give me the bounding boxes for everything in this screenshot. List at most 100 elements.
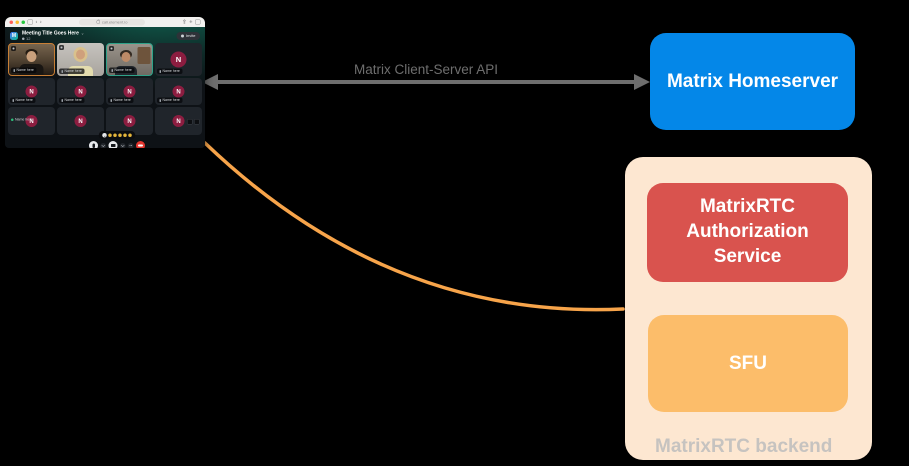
mic-icon (92, 143, 95, 148)
forward-icon[interactable]: › (39, 18, 42, 25)
participant-name-badge: Name here (59, 97, 85, 103)
mic-icon (110, 98, 112, 102)
mic-icon (159, 98, 161, 102)
call-app-window: ‹ › call.element.io ⇪ + M Meet (5, 17, 205, 148)
participant-tile[interactable]: N (155, 107, 202, 135)
meeting-title: Meeting Title Goes Here (22, 30, 79, 37)
participant-count: 12 (22, 36, 84, 42)
homeserver-box[interactable]: Matrix Homeserver (650, 33, 855, 130)
reaction-emoji-icon[interactable] (113, 133, 117, 137)
mic-icon (12, 98, 14, 102)
reaction-emoji-icon[interactable] (128, 133, 132, 137)
avatar: N (123, 115, 136, 127)
participant-tile[interactable]: N Name here (57, 78, 104, 105)
mic-icon (159, 69, 161, 73)
video-tile[interactable]: Name here (57, 43, 104, 76)
smiley-icon[interactable] (102, 133, 107, 138)
participant-tile[interactable]: N Name here (106, 78, 153, 105)
speaking-indicator: Name here (11, 118, 32, 122)
person-icon (22, 37, 25, 40)
reaction-emoji-icon[interactable] (123, 133, 127, 137)
participant-name-badge: Name here (108, 97, 134, 103)
avatar: N (25, 85, 38, 98)
participant-tile[interactable]: N Name here (155, 43, 202, 76)
sfu-box[interactable]: SFU (648, 315, 848, 412)
video-grid: Name here Name here Name here N Name here N Na… (8, 43, 202, 135)
invite-icon (180, 34, 184, 38)
share-icon[interactable]: ⇪ (182, 18, 187, 25)
pin-icon[interactable] (59, 45, 64, 50)
more-options-button[interactable] (128, 142, 134, 148)
participant-tile[interactable]: N Name here (8, 107, 55, 135)
avatar: N (74, 115, 87, 127)
reaction-emoji-icon[interactable] (118, 133, 122, 137)
address-bar[interactable]: call.element.io (78, 18, 145, 26)
traffic-light-maximize[interactable] (21, 20, 25, 24)
tabs-icon[interactable] (195, 19, 201, 25)
lock-icon (96, 19, 100, 24)
dots-icon (129, 145, 133, 146)
chevron-down-icon[interactable]: ⌄ (80, 31, 85, 36)
participant-count-value: 12 (26, 36, 31, 42)
volume-icon[interactable] (187, 119, 193, 125)
expand-icon[interactable] (194, 119, 200, 125)
participant-name-badge: Name here (11, 67, 37, 73)
participant-tile[interactable]: N (57, 107, 104, 135)
arrow-head-right (634, 74, 650, 90)
call-controls (89, 141, 145, 148)
mic-button[interactable] (89, 141, 98, 148)
avatar: N (25, 115, 38, 127)
camera-button[interactable] (108, 141, 118, 148)
background-furniture (137, 47, 151, 64)
back-icon[interactable]: ‹ (35, 18, 38, 25)
chev-icon (101, 143, 106, 147)
sidebar-icon[interactable] (27, 19, 33, 25)
matrixrtc-backend-container: MatrixRTC Authorization Service SFU Matr… (625, 157, 872, 460)
participant-name: Name here (64, 98, 82, 103)
avatar: N (172, 85, 185, 98)
new-tab-icon[interactable]: + (189, 18, 193, 25)
participant-name: Name here (162, 98, 180, 103)
participant-name: Name here (16, 68, 34, 73)
participant-tile[interactable]: N Name here (8, 78, 55, 105)
traffic-light-minimize[interactable] (15, 20, 19, 24)
mic-icon (111, 68, 113, 72)
participant-name: Name here (113, 98, 131, 103)
participant-name: Name here (162, 69, 180, 74)
call-body: M Meeting Title Goes Here ⌄ 12 In (5, 27, 205, 148)
invite-button[interactable]: Invite (176, 31, 200, 40)
participant-name-badge: Name here (109, 67, 135, 73)
video-tile[interactable]: Name here (8, 43, 55, 76)
mic-icon (61, 69, 63, 73)
reactions-bar[interactable] (98, 131, 136, 140)
chev-icon (120, 143, 125, 147)
person-face (76, 49, 85, 60)
participant-tile[interactable]: N Name here (155, 78, 202, 105)
sfu-label: SFU (729, 352, 767, 374)
mic-options-button[interactable] (100, 142, 106, 148)
participant-name-badge: Name here (157, 97, 183, 103)
video-tile[interactable]: Name here (106, 43, 153, 76)
authorization-service-label: MatrixRTC Authorization Service (686, 196, 809, 267)
participant-name: Name here (114, 68, 132, 73)
participant-name-badge: Name here (59, 68, 85, 74)
hangup-button[interactable] (136, 141, 145, 148)
authorization-service-box[interactable]: MatrixRTC Authorization Service (647, 183, 848, 282)
homeserver-label: Matrix Homeserver (666, 70, 839, 92)
camera-options-button[interactable] (120, 142, 126, 148)
avatar: N (170, 51, 187, 68)
participant-name: Name here (64, 69, 82, 74)
reaction-emoji-icon[interactable] (108, 133, 112, 137)
person-face (26, 51, 37, 62)
participant-tile[interactable]: N (106, 107, 153, 135)
traffic-light-close[interactable] (9, 20, 13, 24)
participant-name-badge: Name here (157, 68, 183, 74)
participant-name: Name here (15, 98, 33, 103)
avatar: N (172, 115, 185, 127)
api-arrow-label: Matrix Client-Server API (353, 62, 499, 77)
pin-icon[interactable] (11, 46, 16, 51)
speaking-dot-icon (11, 118, 14, 121)
pin-icon[interactable] (109, 46, 114, 51)
backend-caption: MatrixRTC backend (655, 436, 833, 457)
